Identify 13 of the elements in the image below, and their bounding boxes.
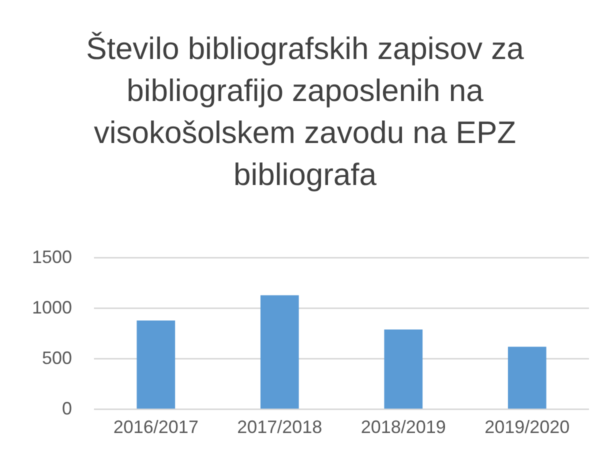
y-tick-label: 0 — [62, 398, 72, 418]
chart-title: Število bibliografskih zapisov za bibliografijo zaposlenih na visokošolskem zavodu na EPZ bibliografa — [85, 30, 525, 194]
y-tick-label: 1500 — [32, 246, 72, 267]
x-tick-label: 2016/2017 — [113, 417, 198, 438]
y-tick-label: 1000 — [32, 297, 72, 318]
x-tick-label: 2018/2019 — [360, 417, 446, 438]
x-tick-label: 2019/2020 — [484, 417, 570, 438]
bar — [136, 320, 176, 409]
y-tick-label: 500 — [42, 348, 72, 368]
bar — [508, 346, 546, 409]
bar — [260, 295, 299, 409]
x-tick-label: 2017/2018 — [237, 417, 322, 438]
bar — [384, 330, 423, 409]
